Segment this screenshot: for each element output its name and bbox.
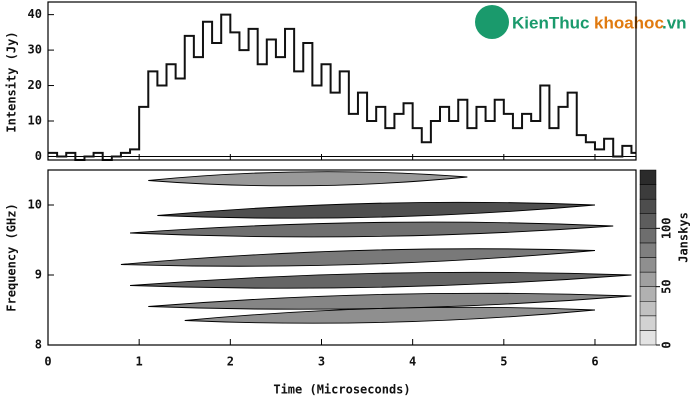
intensity-line [48, 13, 636, 161]
emission-band [130, 271, 632, 289]
emission-band [120, 248, 596, 267]
colorbar-step [639, 213, 657, 229]
emission-band [184, 306, 596, 324]
colorbar-step [639, 184, 657, 200]
colorbar-label: Janskys [677, 212, 691, 263]
y-axis-label: Intensity (Jy) [5, 31, 19, 132]
x-tick-label: 4 [409, 355, 416, 369]
colorbar-step [639, 242, 657, 258]
colorbar-step [639, 315, 657, 331]
logo-icon [475, 5, 509, 39]
colorbar-step [639, 271, 657, 287]
watermark-site: khoahoc [594, 13, 664, 32]
watermark: KienThuc khoahoc .vn [475, 5, 687, 39]
x-tick-label: 1 [136, 355, 143, 369]
y-tick-label: 20 [28, 78, 42, 92]
colorbar-step [639, 286, 657, 302]
colorbar-step [639, 169, 657, 185]
colorbar-step [639, 257, 657, 273]
x-tick-label: 2 [227, 355, 234, 369]
x-tick-label: 0 [44, 355, 51, 369]
y-tick-label: 30 [28, 43, 42, 57]
y-tick-label: 10 [28, 198, 42, 212]
colorbar-step [639, 198, 657, 215]
plot-frame [47, 169, 637, 346]
plot-frame [47, 1, 637, 161]
colorbar-step [639, 330, 657, 346]
colorbar-tick-label: 0 [660, 341, 674, 348]
y-axis-label: Frequency (GHz) [5, 203, 19, 311]
x-tick-label: 3 [318, 355, 325, 369]
colorbar-tick-label: 100 [660, 217, 674, 239]
x-tick-label: 5 [500, 355, 507, 369]
y-tick-label: 10 [28, 114, 42, 128]
watermark-domain: .vn [662, 13, 687, 32]
emission-band [148, 292, 632, 310]
colorbar-tick-label: 50 [660, 279, 674, 293]
emission-band [148, 171, 468, 187]
x-tick-label: 6 [591, 355, 598, 369]
y-tick-label: 8 [35, 338, 42, 352]
x-axis-label: Time (Microseconds) [273, 383, 410, 397]
watermark-brand: KienThuc [512, 13, 589, 32]
colorbar-step [639, 301, 657, 317]
y-tick-label: 9 [35, 268, 42, 282]
y-tick-label: 40 [28, 7, 42, 21]
emission-band [130, 221, 614, 238]
y-tick-label: 0 [35, 149, 42, 163]
colorbar-step [639, 228, 657, 244]
emission-band [157, 201, 596, 219]
